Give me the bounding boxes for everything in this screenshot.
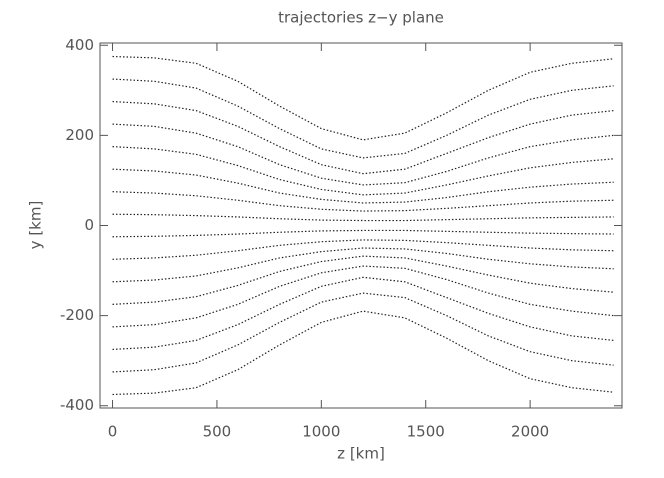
y-tick-label: -200	[60, 306, 94, 324]
chart-title: trajectories z−y plane	[278, 9, 444, 27]
y-tick-label: 400	[65, 36, 94, 54]
trajectory	[112, 276, 614, 351]
x-tick-label: 1000	[302, 423, 340, 441]
x-tick-label: 2000	[511, 423, 549, 441]
y-tick-label: 0	[84, 216, 94, 234]
trajectory	[112, 55, 614, 141]
trajectory	[112, 123, 614, 186]
trajectory	[112, 247, 614, 283]
x-tick-label: 0	[108, 423, 118, 441]
trajectory	[112, 255, 614, 305]
trajectory	[112, 310, 614, 396]
x-tick-label: 1500	[407, 423, 445, 441]
trajectory	[112, 213, 614, 222]
trajectory	[112, 265, 614, 328]
trajectory	[112, 78, 614, 159]
x-tick-label: 500	[203, 423, 232, 441]
trajectory	[112, 229, 614, 238]
trajectory	[112, 168, 614, 204]
y-tick-label: -400	[60, 396, 94, 414]
y-tick-label: 200	[65, 126, 94, 144]
y-axis-label: y [km]	[27, 201, 45, 250]
trajectory	[112, 146, 614, 196]
x-axis-label: z [km]	[337, 445, 385, 463]
trajectory	[112, 100, 614, 175]
trajectory	[112, 292, 614, 373]
plot-frame	[99, 42, 623, 409]
